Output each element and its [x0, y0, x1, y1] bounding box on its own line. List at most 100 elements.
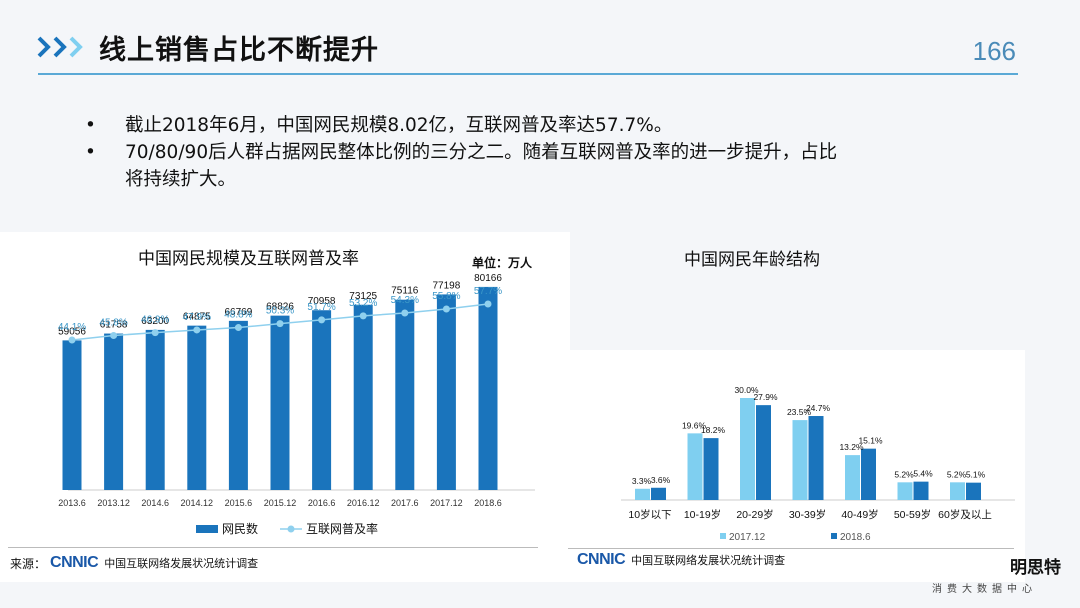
bar-2017-12	[688, 433, 703, 500]
bar-2018-6	[809, 416, 824, 500]
legend-label: 互联网普及率	[306, 521, 378, 536]
x-tick-label: 2015.6	[225, 498, 253, 508]
bar-value-label: 77198	[432, 280, 460, 291]
source-divider	[8, 547, 538, 548]
line-point-penetration	[69, 337, 76, 344]
bar-2018-6	[756, 405, 771, 500]
page-number: 166	[973, 36, 1016, 67]
x-tick-label: 2018.6	[474, 498, 502, 508]
bar-netizens	[395, 300, 414, 490]
x-tick-label: 2016.12	[347, 498, 380, 508]
line-point-penetration	[152, 329, 159, 336]
legend-label: 网民数	[222, 521, 258, 536]
bar-netizens	[437, 294, 456, 490]
bar-2018-6	[861, 449, 876, 500]
bar-value-label: 15.1%	[858, 436, 883, 446]
slide-header: 线上销售占比不断提升 166	[0, 0, 1080, 80]
line-value-label: 51.7%	[307, 302, 335, 313]
bar-netizens	[312, 310, 331, 490]
cnnic-logo: CNNIC	[50, 554, 98, 572]
bar-value-label: 5.1%	[966, 470, 986, 480]
line-point-penetration	[443, 306, 450, 313]
bullet-marker: •	[85, 112, 125, 139]
line-value-label: 47.9%	[183, 312, 211, 323]
chevron-right-icon	[37, 35, 89, 59]
header-divider	[38, 73, 1018, 75]
line-point-penetration	[360, 312, 367, 319]
x-tick-label: 2015.12	[264, 498, 297, 508]
line-value-label: 57.7%	[474, 286, 502, 297]
line-value-label: 48.8%	[224, 310, 252, 321]
x-tick-label: 2016.6	[308, 498, 336, 508]
bar-netizens	[479, 287, 498, 490]
bar-value-label: 5.2%	[947, 469, 967, 479]
brand-logo: 明思特	[1010, 553, 1061, 578]
bar-2017-12	[950, 482, 965, 500]
bar-netizens	[104, 334, 123, 490]
bar-value-label: 24.7%	[806, 403, 831, 413]
bar-2018-6	[966, 483, 981, 500]
bar-netizens	[271, 316, 290, 490]
line-value-label: 54.3%	[391, 295, 419, 306]
x-tick-label: 30-39岁	[789, 508, 826, 521]
x-tick-label: 2017.6	[391, 498, 419, 508]
bar-2018-6	[651, 488, 666, 500]
line-value-label: 55.8%	[432, 291, 460, 302]
legend-swatch-2017-12	[720, 533, 726, 539]
x-tick-label: 2017.12	[430, 498, 463, 508]
line-point-penetration	[277, 320, 284, 327]
line-value-label: 53.2%	[349, 298, 377, 309]
x-tick-label: 2014.12	[181, 498, 214, 508]
line-value-label: 50.3%	[266, 306, 294, 317]
legend-point-penetration	[288, 526, 295, 533]
bar-value-label: 3.3%	[632, 476, 652, 486]
bar-value-label: 18.2%	[701, 425, 726, 435]
bar-2017-12	[845, 455, 860, 500]
chart-title: 中国网民年龄结构	[684, 245, 820, 270]
line-point-penetration	[318, 316, 325, 323]
bullet-text: 70/80/90后人群占据网民整体比例的三分之二。随着互联网普及率的进一步提升，…	[125, 139, 845, 193]
source-note: 来源： CNNIC 中国互联网络发展状况统计调查	[10, 554, 258, 572]
bar-2017-12	[793, 420, 808, 500]
legend-label: 2017.12	[729, 532, 766, 543]
source-divider	[568, 548, 1014, 549]
netizen-scale-chart-panel: 中国网民规模及互联网普及率 单位：万人 59056 2013.6 61758 2013…	[0, 232, 570, 582]
legend-swatch-netizens	[196, 525, 218, 533]
bullet-marker: •	[85, 139, 125, 193]
source-org: 中国互联网络发展状况统计调查	[631, 552, 785, 568]
x-tick-label: 10-19岁	[684, 508, 721, 521]
x-tick-label: 40-49岁	[841, 508, 878, 521]
bar-2017-12	[898, 482, 913, 500]
page-title: 线上销售占比不断提升	[99, 28, 379, 67]
x-tick-label: 2014.6	[141, 498, 169, 508]
source-org: 中国互联网络发展状况统计调查	[104, 555, 258, 571]
source-note: CNNIC 中国互联网络发展状况统计调查	[577, 551, 785, 569]
line-value-label: 46.9%	[141, 315, 169, 326]
bar-value-label: 3.6%	[651, 475, 671, 485]
bar-2018-6	[914, 482, 929, 500]
line-point-penetration	[485, 301, 492, 308]
x-tick-label: 60岁及以上	[938, 508, 992, 521]
bullet-text: 截止2018年6月，中国网民规模8.02亿，互联网普及率达57.7%。	[125, 112, 865, 139]
x-tick-label: 2013.6	[58, 498, 86, 508]
brand-tagline: 消费大数据中心	[932, 580, 1037, 595]
bullet-item: • 70/80/90后人群占据网民整体比例的三分之二。随着互联网普及率的进一步提…	[85, 139, 885, 193]
age-structure-chart: 3.3% 3.6% 10岁以下 19.6%18.2% 10-19岁 30.0%27.9% 2…	[563, 350, 1025, 550]
bar-2017-12	[635, 489, 650, 500]
netizen-scale-chart: 59056 2013.6 61758 2013.12 63200 2014.6 64875 2…	[0, 262, 570, 562]
line-point-penetration	[235, 324, 242, 331]
bar-netizens	[354, 305, 373, 490]
x-tick-label: 10岁以下	[628, 508, 671, 521]
bar-value-label: 5.2%	[894, 469, 914, 479]
bar-netizens	[63, 340, 82, 490]
legend-label: 2018.6	[840, 532, 871, 543]
x-tick-label: 20-29岁	[736, 508, 773, 521]
line-point-penetration	[193, 326, 200, 333]
x-tick-label: 50-59岁	[894, 508, 931, 521]
bar-value-label: 27.9%	[753, 392, 778, 402]
source-label: 来源：	[10, 555, 46, 572]
line-point-penetration	[401, 310, 408, 317]
legend-swatch-2018-6	[831, 533, 837, 539]
x-tick-label: 2013.12	[97, 498, 130, 508]
bar-value-label: 5.4%	[913, 469, 933, 479]
